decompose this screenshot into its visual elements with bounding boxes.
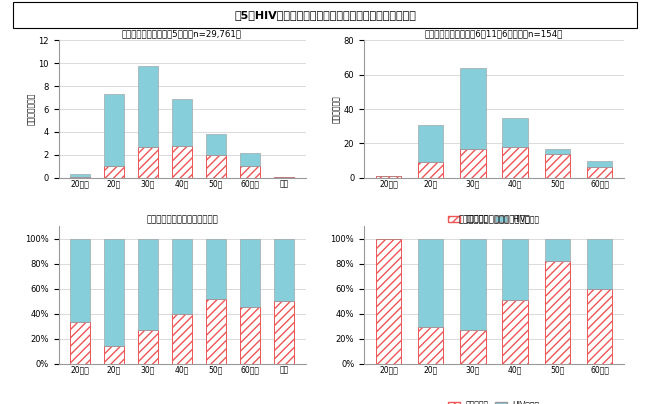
Bar xyxy=(376,176,401,178)
Bar xyxy=(545,149,570,154)
Bar xyxy=(104,166,124,178)
Legend: エイズ患者, HIV感染者: エイズ患者, HIV感染者 xyxy=(445,212,543,227)
Bar xyxy=(460,149,486,178)
Y-axis label: 報告数（千人）: 報告数（千人） xyxy=(27,93,36,125)
Bar xyxy=(587,289,612,364)
Bar xyxy=(274,177,294,178)
Bar xyxy=(70,322,90,364)
Bar xyxy=(138,147,158,178)
Bar xyxy=(502,239,528,300)
Bar xyxy=(460,68,486,149)
FancyBboxPatch shape xyxy=(13,2,637,28)
Bar xyxy=(460,330,486,364)
Bar xyxy=(104,346,124,364)
Bar xyxy=(172,146,192,178)
Title: 全国の年齢区分（令和5年末、n=29,761）: 全国の年齢区分（令和5年末、n=29,761） xyxy=(122,29,242,38)
Bar xyxy=(274,301,294,364)
Legend: エイズ患者, HIV感染者: エイズ患者, HIV感染者 xyxy=(445,398,543,404)
Bar xyxy=(587,239,612,289)
Bar xyxy=(418,327,443,364)
Bar xyxy=(104,239,124,346)
Bar xyxy=(70,177,90,178)
Bar xyxy=(240,239,260,307)
Bar xyxy=(418,162,443,178)
Bar xyxy=(138,330,158,364)
Bar xyxy=(418,124,443,162)
Bar xyxy=(545,239,570,261)
Title: 全国の年齢別エイズ患者の割合: 全国の年齢別エイズ患者の割合 xyxy=(146,215,218,224)
Bar xyxy=(206,155,226,178)
Bar xyxy=(206,239,226,299)
Bar xyxy=(240,307,260,364)
Y-axis label: 報告数（人）: 報告数（人） xyxy=(332,95,341,123)
Bar xyxy=(460,239,486,330)
Bar xyxy=(502,300,528,364)
Bar xyxy=(172,239,192,314)
Bar xyxy=(138,65,158,147)
Bar xyxy=(376,239,401,364)
Bar xyxy=(240,153,260,166)
Bar xyxy=(502,118,528,147)
Bar xyxy=(545,261,570,364)
Bar xyxy=(70,175,90,177)
Bar xyxy=(545,154,570,178)
Text: 囵5　HIV感染者及びエイズ患者の年齢分布（日本国籍）: 囵5 HIV感染者及びエイズ患者の年齢分布（日本国籍） xyxy=(234,10,416,20)
Bar xyxy=(172,314,192,364)
Bar xyxy=(138,239,158,330)
Title: 愛娛の年齢区分（令和6年11月6日現在、n=154）: 愛娛の年齢区分（令和6年11月6日現在、n=154） xyxy=(425,29,563,38)
Bar xyxy=(274,239,294,301)
Bar xyxy=(587,160,612,167)
Bar xyxy=(240,166,260,178)
Bar xyxy=(418,239,443,327)
Bar xyxy=(206,299,226,364)
Bar xyxy=(172,99,192,146)
Title: 愛娛の年齢別エイズ患者の割合: 愛娛の年齢別エイズ患者の割合 xyxy=(458,215,530,224)
Bar xyxy=(587,167,612,178)
Bar xyxy=(206,134,226,155)
Bar xyxy=(104,94,124,166)
Bar xyxy=(70,239,90,322)
Bar xyxy=(502,147,528,178)
